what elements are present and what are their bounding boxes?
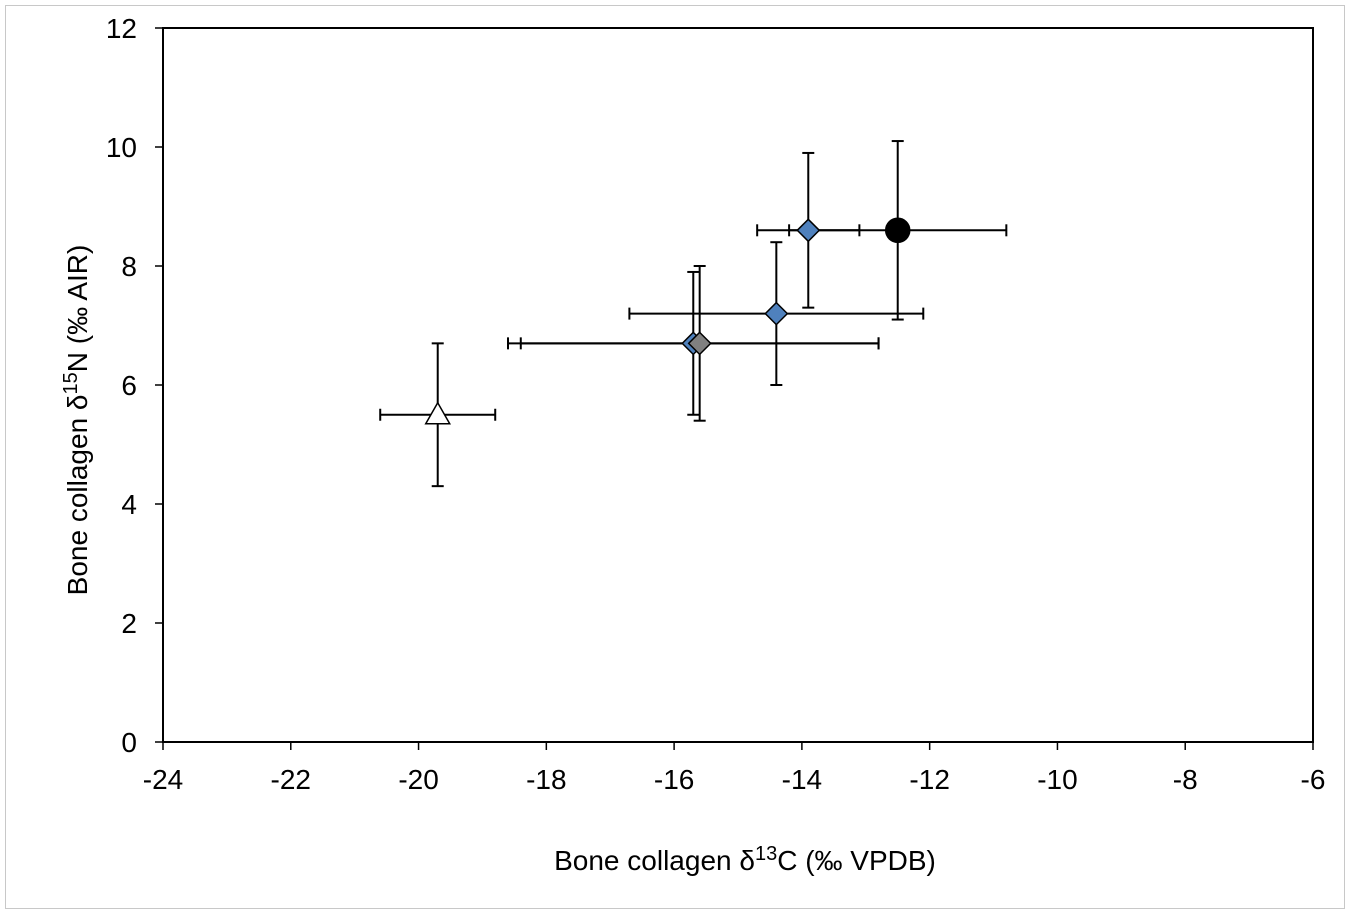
y-tick-label: 12 bbox=[106, 13, 137, 44]
y-tick-label: 2 bbox=[121, 608, 137, 639]
axes: -24 -22 -20 -18 -16 -14 -12 -10 -8 -6 0 2 4 6 8 10 12 bbox=[106, 13, 1326, 795]
x-tick-label: -10 bbox=[1037, 764, 1077, 795]
y-tick-label: 6 bbox=[121, 370, 137, 401]
circle-point bbox=[884, 217, 911, 244]
diamond-point bbox=[796, 218, 821, 243]
y-tick-label: 0 bbox=[121, 727, 137, 758]
y-tick-label: 8 bbox=[121, 251, 137, 282]
y-tick-label: 10 bbox=[106, 132, 137, 163]
data-points bbox=[424, 217, 911, 425]
x-tick-label: -8 bbox=[1173, 764, 1198, 795]
x-tick-label: -24 bbox=[143, 764, 183, 795]
x-tick-label: -18 bbox=[526, 764, 566, 795]
y-tick-label: 4 bbox=[121, 489, 137, 520]
error-bars bbox=[379, 140, 1008, 488]
x-axis-title: Bone collagen δ13C (‰ VPDB) bbox=[554, 843, 936, 876]
x-tick-label: -14 bbox=[782, 764, 822, 795]
chart-frame bbox=[5, 5, 1345, 909]
x-tick-label: -16 bbox=[654, 764, 694, 795]
diamond-point bbox=[764, 301, 789, 326]
x-tick-label: -22 bbox=[271, 764, 311, 795]
x-tick-label: -6 bbox=[1301, 764, 1326, 795]
plot-area bbox=[162, 27, 1314, 743]
y-axis-title: Bone collagen δ15N (‰ AIR) bbox=[60, 245, 93, 596]
diamond-point bbox=[687, 331, 712, 356]
x-tick-label: -12 bbox=[909, 764, 949, 795]
x-tick-label: -20 bbox=[398, 764, 438, 795]
triangle-point bbox=[424, 401, 452, 425]
